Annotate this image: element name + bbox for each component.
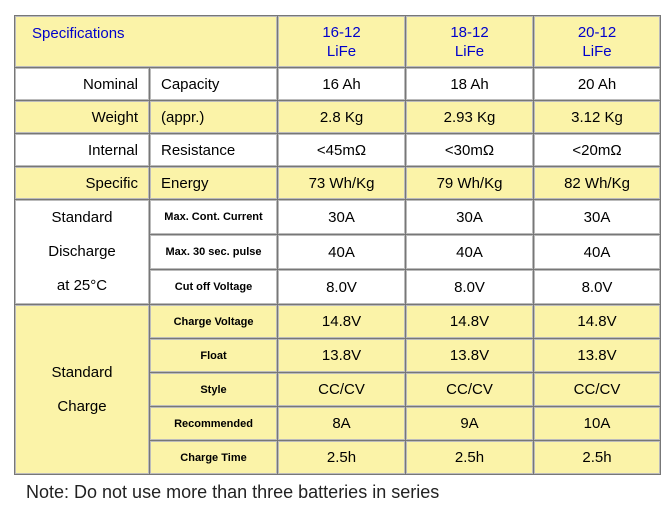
table-cell: CC/CV (278, 373, 405, 406)
model-name: 18-12 (450, 23, 489, 41)
table-row: Charge Time 2.5h 2.5h 2.5h (15, 441, 660, 474)
table-cell: 30A (406, 200, 533, 234)
group-label-line: Charge (57, 397, 107, 415)
table-cell: 8A (278, 407, 405, 440)
row-sublabel: Energy (150, 167, 277, 199)
header-row: Specifications 16-12 LiFe 18-12 LiFe 20-… (15, 16, 660, 67)
model-chem: LiFe (454, 42, 485, 60)
table-cell: 40A (534, 235, 660, 269)
table-cell: 30A (534, 200, 660, 234)
table-row: Standard Charge Charge Voltage 14.8V 14.… (15, 305, 660, 474)
table-cell: 3.12 Kg (534, 101, 660, 133)
param-label: Max. 30 sec. pulse (150, 235, 277, 269)
spec-table: Specifications 16-12 LiFe 18-12 LiFe 20-… (14, 15, 661, 475)
table-cell: 2.93 Kg (406, 101, 533, 133)
series-note: Note: Do not use more than three batteri… (26, 482, 440, 502)
model-name: 16-12 (322, 23, 361, 41)
table-cell: 2.5h (534, 441, 660, 474)
table-row: Recommended 8A 9A 10A (15, 407, 660, 440)
table-cell: CC/CV (406, 373, 533, 406)
model-header: 18-12 LiFe (406, 16, 533, 67)
table-cell: 18 Ah (406, 68, 533, 100)
table-row: Style CC/CV CC/CV CC/CV (15, 373, 660, 406)
table-cell: 14.8V (406, 305, 533, 338)
table-row: Specific Energy 73 Wh/Kg 79 Wh/Kg 82 Wh/… (15, 167, 660, 199)
table-cell: 8.0V (278, 270, 405, 304)
param-label: Charge Voltage (150, 305, 277, 338)
table-cell: 2.5h (406, 441, 533, 474)
row-sublabel: (appr.) (150, 101, 277, 133)
model-chem: LiFe (582, 42, 612, 60)
param-label: Max. Cont. Current (150, 200, 277, 234)
model-header: 16-12 LiFe (278, 16, 405, 67)
specifications-title: Specifications (15, 16, 277, 67)
param-label: Cut off Voltage (150, 270, 277, 304)
table-cell: 9A (406, 407, 533, 440)
table-cell: 14.8V (278, 305, 405, 338)
model-chem: LiFe (326, 42, 357, 60)
table-cell: 14.8V (534, 305, 660, 338)
row-label: Nominal (15, 68, 149, 100)
charge-group-label: Standard Charge (15, 305, 149, 474)
table-cell: 2.5h (278, 441, 405, 474)
table-cell: 82 Wh/Kg (534, 167, 660, 199)
table-row: Internal Resistance <45mΩ <30mΩ <20mΩ (15, 134, 660, 166)
table-cell: <20mΩ (534, 134, 660, 166)
table-cell: <45mΩ (278, 134, 405, 166)
param-label: Style (150, 373, 277, 406)
table-cell: 16 Ah (278, 68, 405, 100)
table-cell: 13.8V (406, 339, 533, 372)
group-label-line: Discharge (48, 243, 116, 260)
table-cell: 13.8V (534, 339, 660, 372)
param-label: Float (150, 339, 277, 372)
table-row: Max. 30 sec. pulse 40A 40A 40A (15, 235, 660, 269)
table-cell: 10A (534, 407, 660, 440)
table-cell: 2.8 Kg (278, 101, 405, 133)
table-cell: 8.0V (406, 270, 533, 304)
table-row: Standard Discharge at 25°C Max. Cont. Cu… (15, 200, 660, 304)
table-cell: <30mΩ (406, 134, 533, 166)
row-label: Weight (15, 101, 149, 133)
row-sublabel: Capacity (150, 68, 277, 100)
table-cell: 13.8V (278, 339, 405, 372)
group-label-line: Standard (51, 363, 113, 381)
table-cell: 30A (278, 200, 405, 234)
row-label: Specific (15, 167, 149, 199)
table-cell: 20 Ah (534, 68, 660, 100)
table-cell: 79 Wh/Kg (406, 167, 533, 199)
group-label-line: at 25°C (56, 277, 108, 294)
row-label: Internal (15, 134, 149, 166)
table-cell: 73 Wh/Kg (278, 167, 405, 199)
row-sublabel: Resistance (150, 134, 277, 166)
param-label: Recommended (150, 407, 277, 440)
table-row: Float 13.8V 13.8V 13.8V (15, 339, 660, 372)
table-row: Nominal Capacity 16 Ah 18 Ah 20 Ah (15, 68, 660, 100)
table-cell: CC/CV (534, 373, 660, 406)
table-cell: 40A (406, 235, 533, 269)
model-header: 20-12 LiFe (534, 16, 660, 67)
model-name: 20-12 (577, 23, 617, 41)
param-label: Charge Time (150, 441, 277, 474)
group-label-line: Standard (51, 209, 113, 226)
table-cell: 40A (278, 235, 405, 269)
table-row: Weight (appr.) 2.8 Kg 2.93 Kg 3.12 Kg (15, 101, 660, 133)
discharge-group-label: Standard Discharge at 25°C (15, 200, 149, 304)
table-row: Cut off Voltage 8.0V 8.0V 8.0V (15, 270, 660, 304)
table-cell: 8.0V (534, 270, 660, 304)
